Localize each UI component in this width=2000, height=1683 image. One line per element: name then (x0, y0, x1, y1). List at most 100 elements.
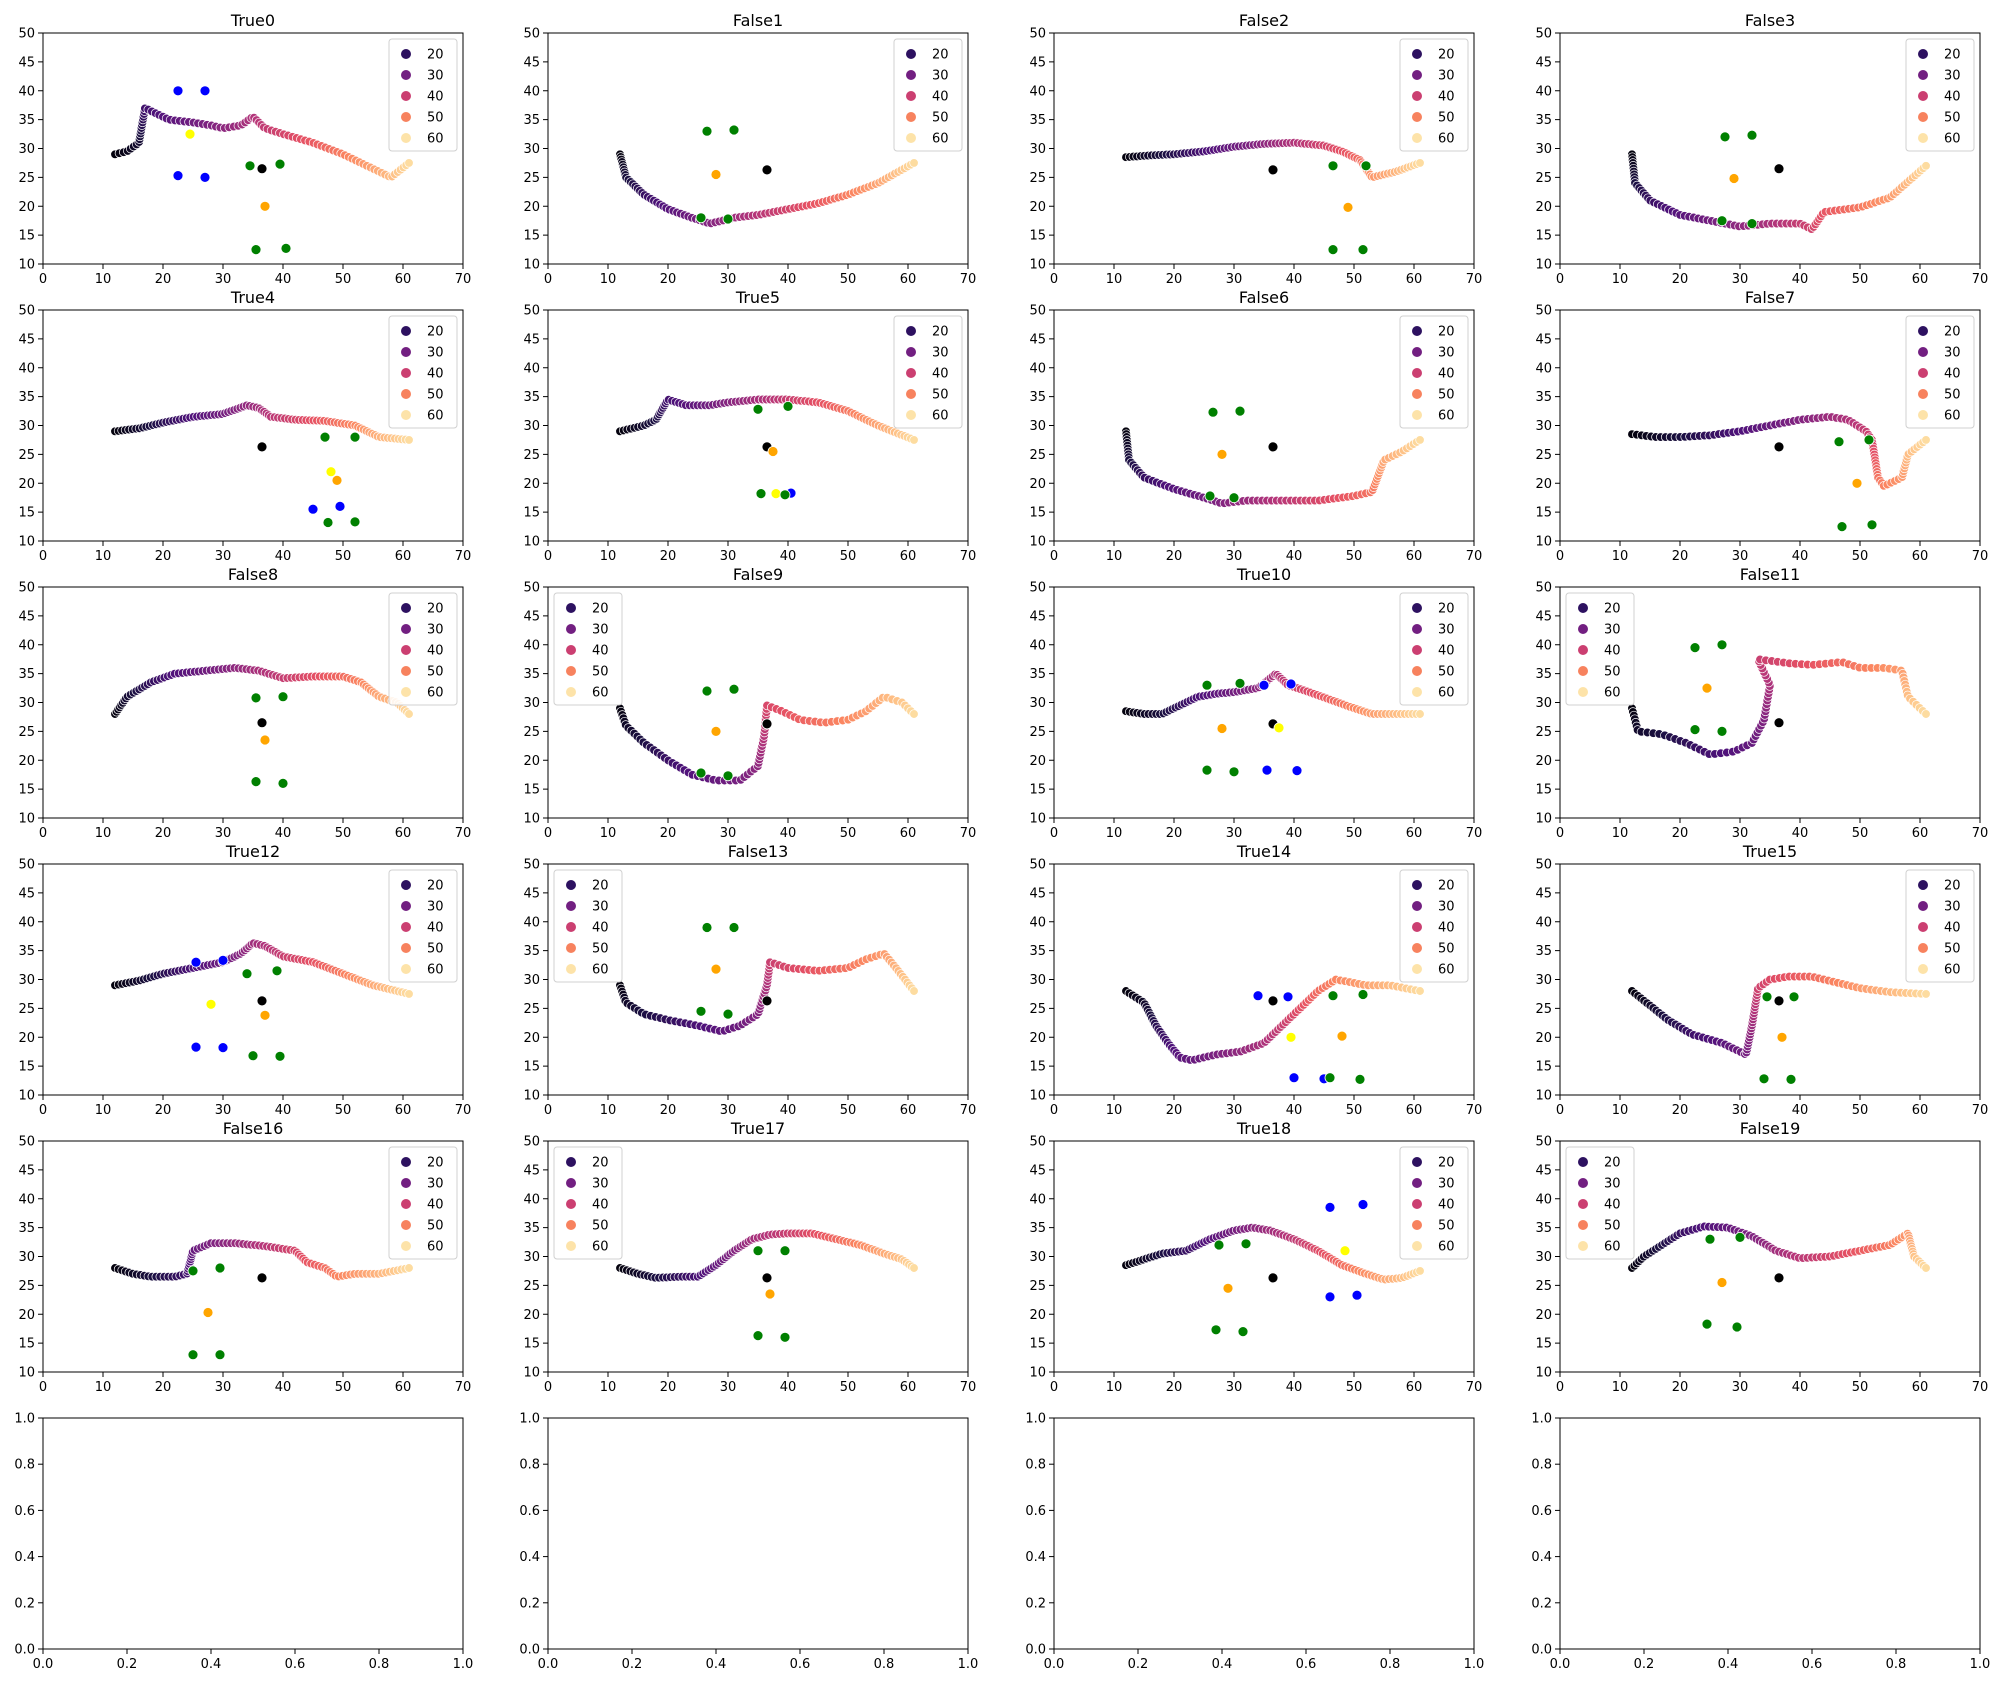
legend-marker (401, 1199, 411, 1209)
x-tick-label: 40 (1286, 549, 1303, 564)
y-tick-label: 25 (523, 448, 540, 463)
green-point (1210, 1324, 1222, 1336)
x-tick-label: 30 (215, 272, 232, 287)
legend-label: 20 (1604, 1156, 1621, 1171)
x-tick-label: 20 (1166, 1103, 1183, 1118)
legend-label: 50 (592, 665, 609, 680)
legend-marker (1412, 133, 1422, 143)
y-tick-label: 15 (1029, 229, 1046, 244)
y-tick-label: 45 (18, 332, 35, 347)
y-tick-label: 10 (1029, 1089, 1046, 1104)
x-tick-label: 70 (960, 1380, 977, 1395)
x-tick-label: 10 (1106, 549, 1123, 564)
trajectory-point (909, 435, 919, 445)
plot-area (110, 1238, 414, 1361)
y-tick-label: 25 (523, 1002, 540, 1017)
x-tick-label: 40 (1792, 1103, 1809, 1118)
green-point (728, 124, 740, 136)
trajectory-point (1415, 709, 1425, 719)
orange-point (710, 963, 722, 975)
x-tick-label: 60 (395, 1103, 412, 1118)
subplot-title: False6 (1239, 288, 1289, 307)
legend-label: 50 (1944, 388, 1961, 403)
legend-box (1905, 869, 1975, 983)
y-tick-label: 40 (1535, 915, 1552, 930)
y-tick-label: 15 (18, 229, 35, 244)
x-tick-label: 70 (960, 549, 977, 564)
x-tick-label: 0 (1556, 272, 1564, 287)
legend-marker (1412, 347, 1422, 357)
legend-label: 40 (1438, 367, 1455, 382)
legend: 20 30 40 50 60 (1565, 592, 1635, 706)
legend: 20 30 40 50 60 (1905, 315, 1975, 429)
plot-area (1121, 1199, 1425, 1337)
legend-label: 60 (932, 409, 949, 424)
green-point (187, 1349, 199, 1361)
trajectory-point (404, 158, 414, 168)
legend: 20 30 40 50 60 (553, 1146, 623, 1260)
trajectory-point (1921, 989, 1931, 999)
green-point (187, 1265, 199, 1277)
y-tick-label: 45 (1535, 1163, 1552, 1178)
y-tick-label: 25 (18, 171, 35, 186)
x-tick-label: 70 (1466, 826, 1483, 841)
legend-label: 20 (427, 1156, 444, 1171)
y-tick-label: 15 (1029, 1060, 1046, 1075)
y-tick-label: 35 (1535, 667, 1552, 682)
y-tick-label: 50 (18, 581, 35, 596)
legend-marker (906, 326, 916, 336)
plot-area (1121, 138, 1425, 256)
x-tick-label: 60 (395, 272, 412, 287)
y-tick-label: 20 (1535, 754, 1552, 769)
green-point (277, 691, 289, 703)
legend-marker (1412, 603, 1422, 613)
y-tick-label: 20 (18, 477, 35, 492)
legend-label: 50 (1944, 942, 1961, 957)
subplot-20: 0.0 0.2 0.4 0.6 0.8 1.0 0.0 0.2 0.4 0.6 0.8 1.0 (14, 1412, 473, 1673)
legend-marker (1918, 922, 1928, 932)
x-tick-label: 50 (840, 1380, 857, 1395)
black-point (761, 164, 773, 176)
y-tick-label: 50 (523, 1135, 540, 1150)
legend-marker (906, 410, 916, 420)
x-tick-label: 70 (1972, 272, 1989, 287)
y-tick-label: 0.2 (1025, 1596, 1046, 1611)
black-point (256, 717, 268, 729)
y-tick-label: 50 (18, 27, 35, 42)
legend-marker (906, 70, 916, 80)
green-point (1788, 991, 1800, 1003)
x-tick-label: 0.2 (1634, 1657, 1655, 1672)
legend-label: 30 (592, 623, 609, 638)
x-tick-label: 30 (1226, 1103, 1243, 1118)
green-point (274, 158, 286, 170)
y-tick-label: 45 (18, 1163, 35, 1178)
x-tick-label: 30 (1732, 272, 1749, 287)
legend-label: 30 (427, 1177, 444, 1192)
x-tick-label: 60 (900, 826, 917, 841)
legend-marker (1578, 645, 1588, 655)
x-tick-label: 70 (1466, 549, 1483, 564)
legend-marker (906, 368, 916, 378)
x-tick-label: 60 (395, 549, 412, 564)
x-tick-label: 20 (155, 272, 172, 287)
y-tick-label: 30 (18, 142, 35, 157)
y-tick-label: 1.0 (14, 1412, 35, 1427)
y-tick-label: 30 (18, 419, 35, 434)
y-tick-label: 25 (18, 1279, 35, 1294)
legend-marker (566, 943, 576, 953)
legend-marker (1578, 1199, 1588, 1209)
green-point (1701, 1318, 1713, 1330)
legend-marker (906, 389, 916, 399)
legend-label: 30 (427, 346, 444, 361)
legend-label: 50 (1944, 111, 1961, 126)
x-tick-label: 20 (660, 826, 677, 841)
y-tick-label: 50 (18, 304, 35, 319)
green-point (349, 516, 361, 528)
x-tick-label: 0 (1050, 272, 1058, 287)
y-tick-label: 20 (523, 754, 540, 769)
legend: 20 30 40 50 60 (388, 869, 458, 983)
legend-box (1905, 315, 1975, 429)
legend-marker (1918, 964, 1928, 974)
yellow-point (1339, 1245, 1351, 1257)
